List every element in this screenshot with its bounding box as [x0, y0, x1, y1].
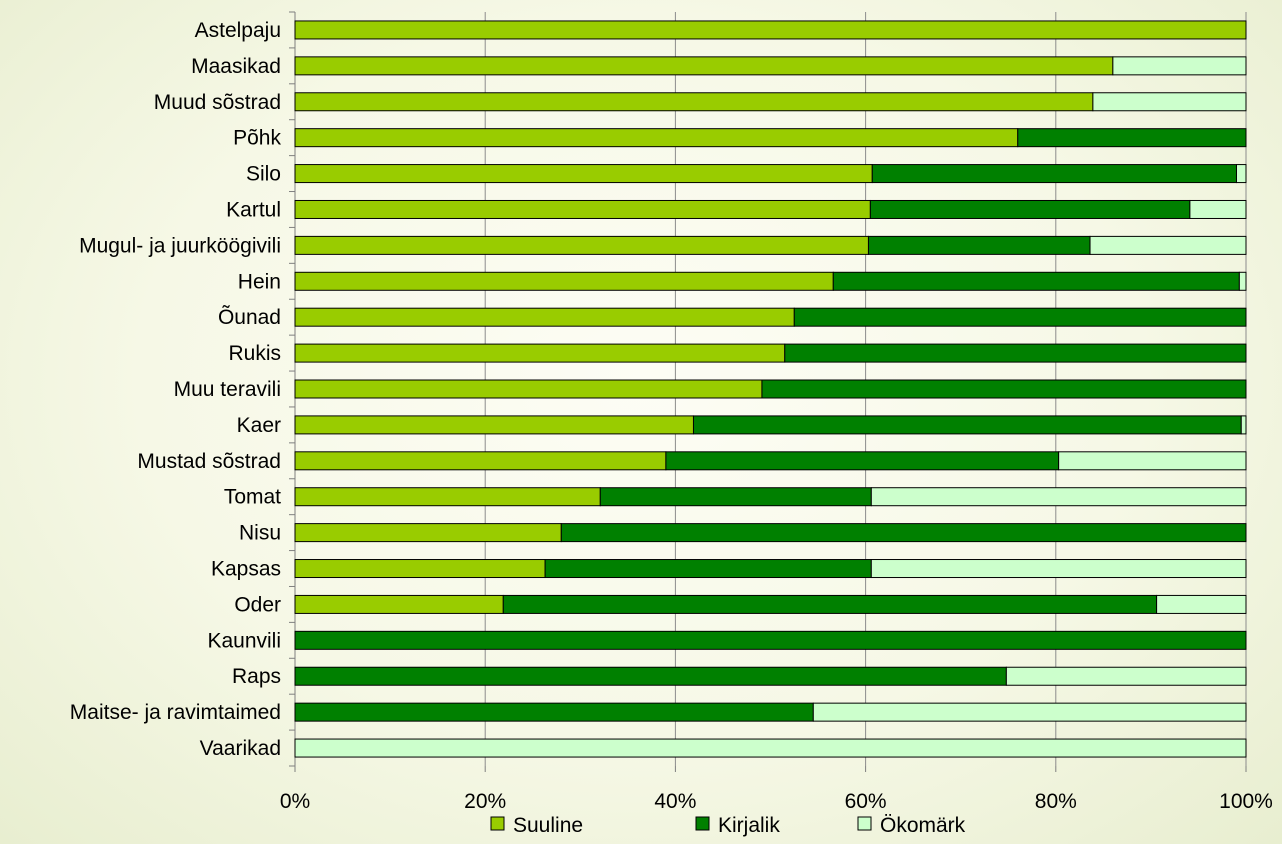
bar-segment--kom-rk [812, 702, 1247, 722]
bar-segment-kirjalik [793, 307, 1247, 327]
bar-segment-suuline [294, 594, 504, 614]
category-label: Kapsas [211, 558, 281, 581]
category-label: Õunad [218, 305, 281, 329]
x-tick-label: 60% [845, 790, 887, 813]
bar-segment-kirjalik [869, 199, 1191, 219]
category-label: Põhk [233, 127, 281, 150]
bar-segment-suuline [294, 415, 694, 435]
bar-segment-kirjalik [599, 487, 872, 507]
category-label: Mustad sõstrad [137, 450, 281, 473]
bar-segment-kirjalik [832, 271, 1240, 291]
bar-segment--kom-rk [1092, 92, 1247, 112]
category-label: Silo [246, 163, 281, 186]
category-label: Kaunvili [207, 629, 281, 652]
category-label: Muu teravili [174, 378, 281, 401]
x-tick-labels: 0% 20% 40% 60% 80% 100% [280, 790, 1273, 813]
legend-swatch [857, 816, 872, 831]
bar-segment--kom-rk [1089, 235, 1247, 255]
bar-segment-suuline [294, 559, 546, 579]
bar-segment-suuline [294, 164, 873, 184]
category-label: Astelpaju [195, 19, 281, 42]
bar-segment-kirjalik [502, 594, 1158, 614]
bar-segment-suuline [294, 307, 795, 327]
bar-segment-kirjalik [867, 235, 1091, 255]
bar-segment-suuline [294, 271, 834, 291]
bar-segment-kirjalik [294, 702, 814, 722]
bar-segment-kirjalik [692, 415, 1242, 435]
bar-segment-suuline [294, 343, 786, 363]
x-tick-label: 40% [654, 790, 696, 813]
category-label: Kaer [237, 414, 281, 437]
bar-segment-suuline [294, 92, 1094, 112]
x-tick-label: 20% [464, 790, 506, 813]
x-tick-label: 80% [1035, 790, 1077, 813]
category-label: Nisu [239, 522, 281, 545]
bar-segment-kirjalik [560, 523, 1247, 543]
bar-segment--kom-rk [1240, 415, 1247, 435]
bar-segment-suuline [294, 128, 1019, 148]
category-label: Kartul [226, 198, 281, 221]
category-label: Maasikad [191, 55, 281, 78]
bar-segment--kom-rk [1058, 451, 1247, 471]
category-label: Vaarikad [200, 737, 281, 760]
bar-segment-kirjalik [871, 164, 1237, 184]
legend-swatch [695, 816, 710, 831]
category-label: Hein [238, 270, 281, 293]
category-label: Rukis [228, 342, 281, 365]
bar-segment-suuline [294, 199, 871, 219]
legend-label: Kirjalik [718, 814, 780, 837]
category-label: Tomat [224, 486, 281, 509]
bar-segment--kom-rk [870, 559, 1247, 579]
legend-swatch [490, 816, 505, 831]
bar-segment-suuline [294, 451, 667, 471]
bar-segment-kirjalik [294, 666, 1007, 686]
bar-segment--kom-rk [1189, 199, 1247, 219]
bar-segment--kom-rk [1156, 594, 1247, 614]
bar-segment--kom-rk [294, 738, 1247, 758]
bar-segment-suuline [294, 487, 601, 507]
category-label: Mugul- ja juurköögivili [79, 234, 281, 257]
category-label: Raps [232, 665, 281, 688]
bar-segment-suuline [294, 523, 562, 543]
x-tick-label: 100% [1219, 790, 1273, 813]
bar-segment-suuline [294, 235, 869, 255]
bar-segment--kom-rk [1238, 271, 1247, 291]
bar-segment-kirjalik [544, 559, 872, 579]
bar-segment--kom-rk [870, 487, 1247, 507]
category-labels: Astelpaju Maasikad Muud sõstrad Põhk Silo Kar… [70, 19, 282, 760]
bar-segment-kirjalik [665, 451, 1060, 471]
bar-segment--kom-rk [1112, 56, 1247, 76]
bar-segment--kom-rk [1235, 164, 1247, 184]
bar-segment-kirjalik [784, 343, 1247, 363]
legend-label: Ökomärk [880, 814, 966, 837]
bar-segment-kirjalik [1017, 128, 1247, 148]
legend-label: Suuline [513, 814, 583, 837]
bar-segment-kirjalik [294, 630, 1247, 650]
bars [294, 20, 1247, 758]
category-label: Oder [234, 593, 281, 616]
bar-segment-kirjalik [761, 379, 1247, 399]
category-label: Maitse- ja ravimtaimed [70, 701, 281, 724]
legend: Suuline Kirjalik Ökomärk [490, 814, 966, 837]
x-tick-label: 0% [280, 790, 310, 813]
category-label: Muud sõstrad [154, 91, 281, 114]
bar-segment-suuline [294, 56, 1114, 76]
bar-segment-suuline [294, 379, 763, 399]
bar-segment--kom-rk [1005, 666, 1247, 686]
bar-segment-suuline [294, 20, 1247, 40]
